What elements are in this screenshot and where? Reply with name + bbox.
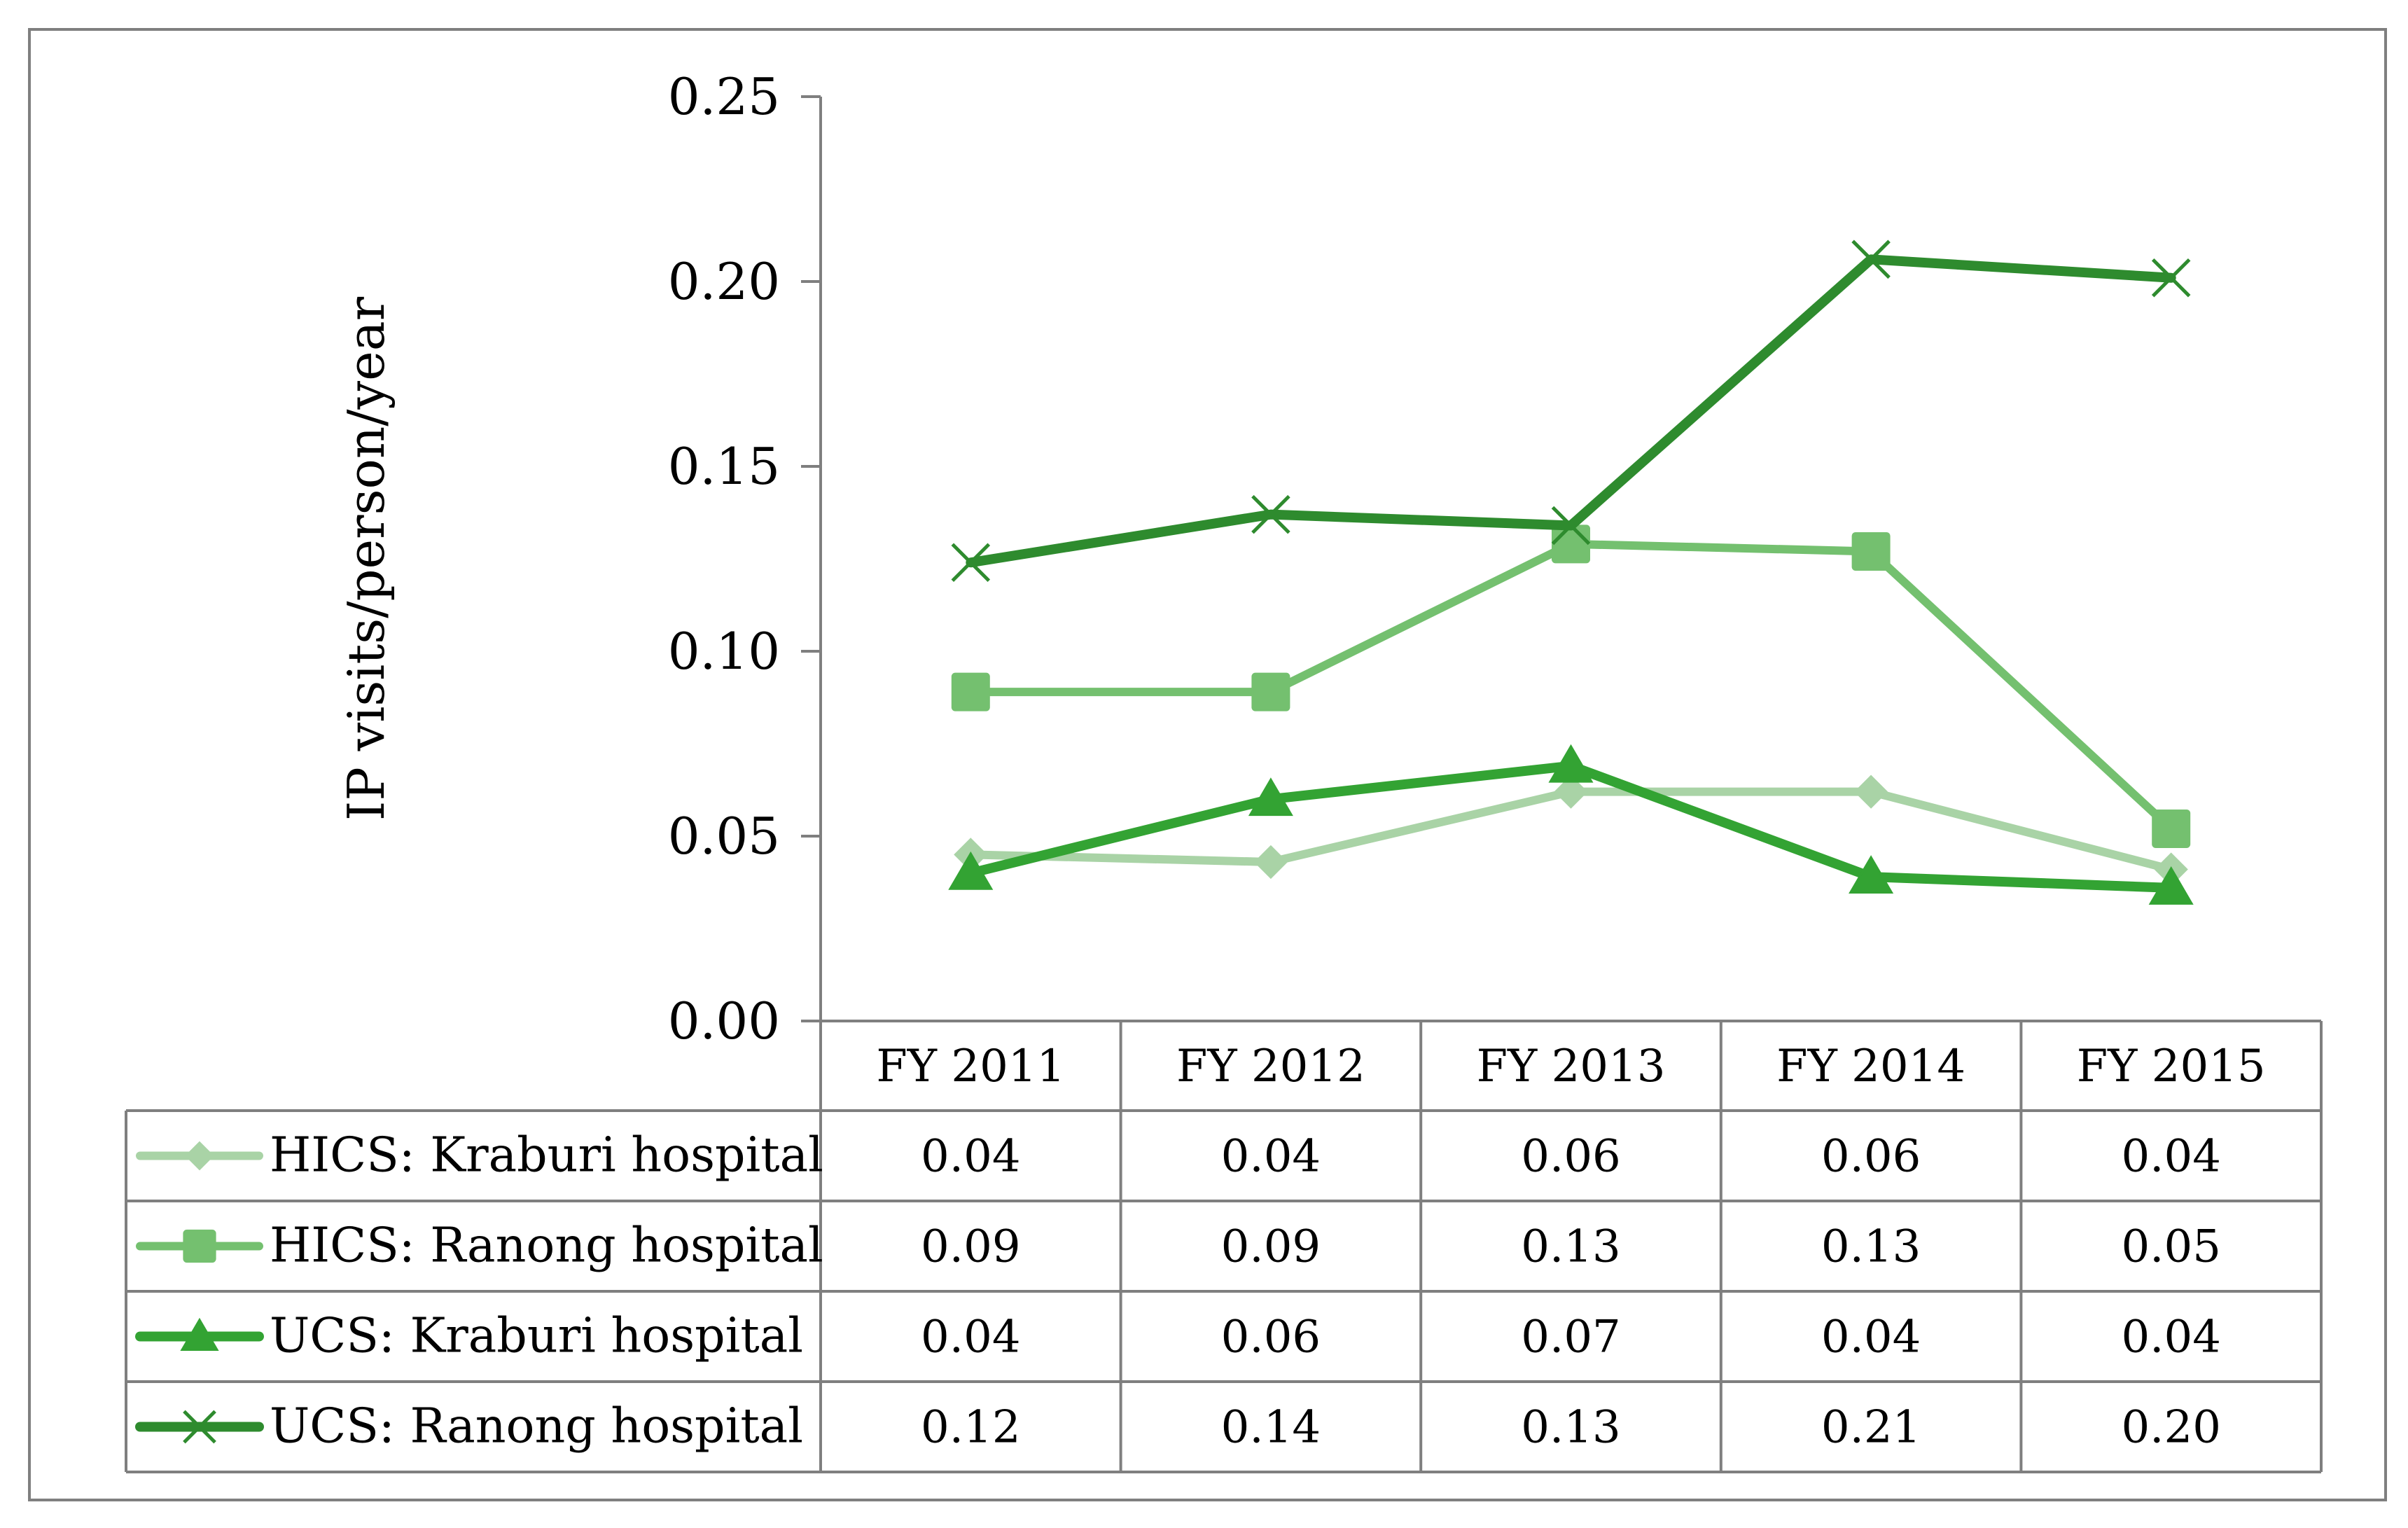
table-cell-value: 0.06: [1821, 1131, 1921, 1183]
data-point-x: [2151, 258, 2191, 298]
data-point-x: [1251, 494, 1290, 534]
table-cell-value: 0.04: [2121, 1131, 2221, 1183]
legend-label: HICS: Kraburi hospital: [270, 1128, 823, 1183]
series-1: [954, 775, 2188, 887]
legend-label: HICS: Ranong hospital: [270, 1218, 823, 1274]
table-row: UCS: Ranong hospital 0.12 0.14 0.13 0.21 0.20: [135, 1399, 2221, 1454]
table-cell-value: 0.05: [2121, 1221, 2221, 1273]
table-cell-value: 0.06: [1221, 1312, 1321, 1363]
y-tick-label: 0.00: [668, 992, 780, 1050]
table-row: UCS: Kraburi hospital 0.04 0.06 0.07 0.04 0.0…: [135, 1309, 2221, 1364]
table-cell-value: 0.13: [1821, 1221, 1921, 1273]
x-category-label: FY 2011: [876, 1041, 1065, 1092]
table-cell-value: 0.13: [1521, 1402, 1621, 1454]
data-point-triangle: [2148, 866, 2194, 905]
y-tick-label: 0.25: [668, 67, 780, 126]
data-point-diamond: [1554, 775, 1588, 809]
data-point-x: [1851, 239, 1891, 279]
legend-key-diamond: [185, 1141, 214, 1171]
data-point-triangle: [1248, 777, 1293, 817]
data-point-diamond: [1853, 775, 1888, 809]
table-row: HICS: Kraburi hospital 0.04 0.04 0.06 0.06 0.…: [136, 1128, 2221, 1183]
data-point-square: [1251, 672, 1290, 711]
axes: 0.00 0.05 0.10 0.15 0.20 0.25: [668, 67, 822, 1050]
legend-label: UCS: Kraburi hospital: [270, 1309, 803, 1364]
series-4: [951, 239, 2191, 583]
table-cell-value: 0.21: [1821, 1402, 1921, 1454]
data-point-x: [1551, 506, 1591, 546]
data-point-square: [2152, 809, 2191, 848]
table-cell-value: 0.04: [1221, 1131, 1321, 1183]
data-point-square: [1851, 532, 1891, 571]
data-table: FY 2011 FY 2012 FY 2013 FY 2014 FY 2015 HICS:…: [125, 1020, 2323, 1473]
x-category-label: FY 2014: [1776, 1041, 1965, 1092]
table-cell-value: 0.14: [1221, 1402, 1321, 1454]
legend-key-x: [183, 1410, 216, 1444]
data-point-triangle: [1849, 855, 1894, 894]
series-3: [948, 744, 2194, 905]
table-cell-value: 0.12: [921, 1402, 1021, 1454]
table-cell-value: 0.04: [921, 1131, 1021, 1183]
y-tick-label: 0.05: [668, 807, 780, 866]
y-tick-label: 0.10: [668, 622, 780, 681]
x-category-label: FY 2015: [2077, 1041, 2266, 1092]
y-axis-title: IP visits/person/year: [337, 296, 396, 821]
table-cell-value: 0.09: [921, 1221, 1021, 1273]
data-point-x: [951, 543, 991, 583]
legend-key-square: [183, 1229, 216, 1263]
table-cell-value: 0.06: [1521, 1131, 1621, 1183]
y-tick-label: 0.20: [668, 252, 780, 311]
chart-border: [28, 28, 2387, 1501]
data-point-triangle: [948, 851, 994, 890]
table-cell-value: 0.13: [1521, 1221, 1621, 1273]
table-cell-value: 0.20: [2121, 1402, 2221, 1454]
x-category-label: FY 2012: [1176, 1041, 1365, 1092]
legend-label: UCS: Ranong hospital: [270, 1399, 803, 1454]
table-cell-value: 0.07: [1521, 1312, 1621, 1363]
legend-key-triangle: [180, 1317, 219, 1352]
table-cell-value: 0.04: [921, 1312, 1021, 1363]
data-point-triangle: [1548, 744, 1594, 783]
table-cell-value: 0.04: [2121, 1312, 2221, 1363]
plot-series: [948, 239, 2194, 905]
data-point-diamond: [1253, 845, 1288, 880]
table-row: HICS: Ranong hospital 0.09 0.09 0.13 0.13 0.0…: [136, 1218, 2221, 1274]
data-point-square: [1552, 525, 1590, 564]
x-category-label: FY 2013: [1477, 1041, 1666, 1092]
y-tick-label: 0.15: [668, 437, 780, 496]
data-point-square: [951, 672, 990, 711]
table-cell-value: 0.04: [1821, 1312, 1921, 1363]
table-cell-value: 0.09: [1221, 1221, 1321, 1273]
